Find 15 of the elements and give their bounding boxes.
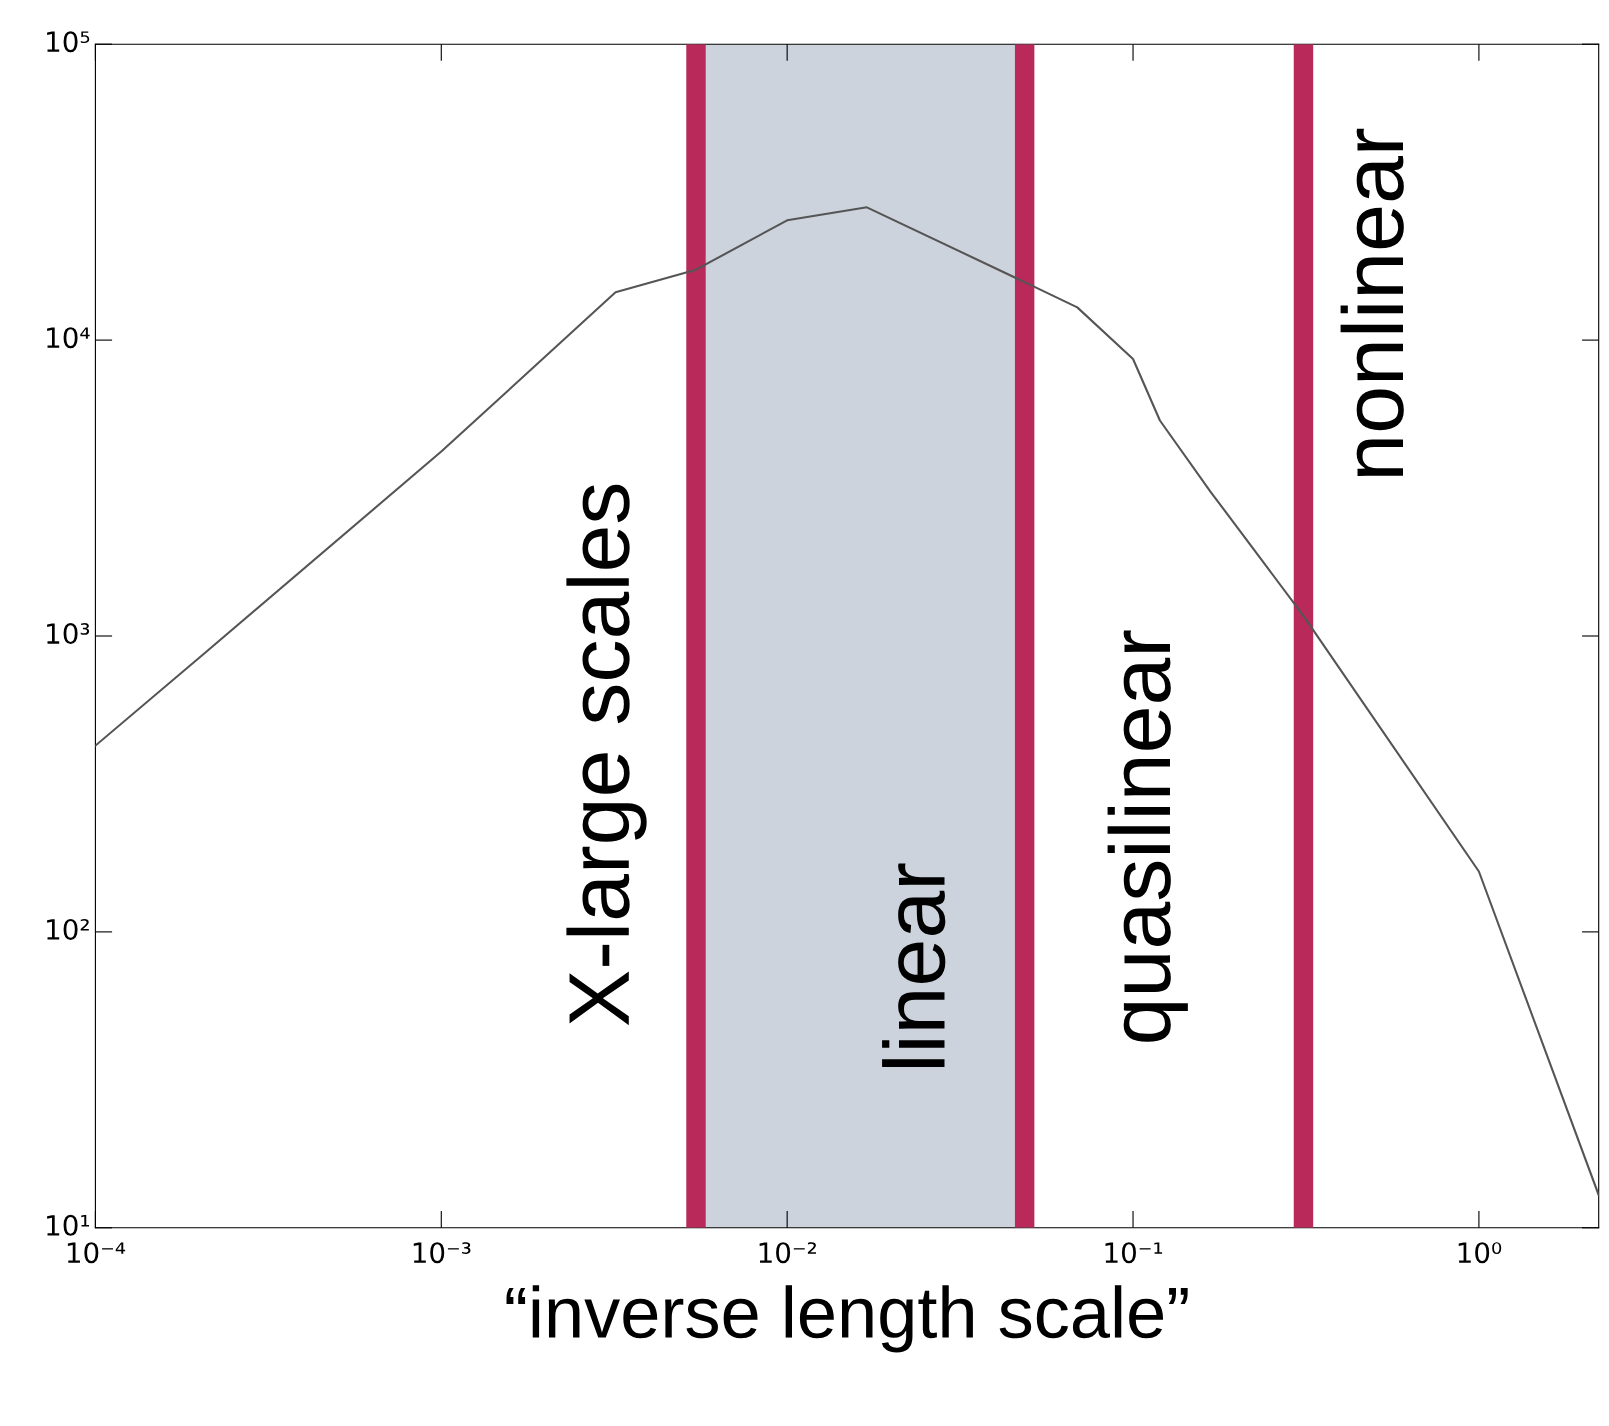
x-tick-label: 10⁻¹ [1105, 1242, 1163, 1264]
x-axis-title: “inverse length scale” [506, 1285, 1188, 1353]
y-tick-label: 10⁴ [47, 327, 90, 349]
x-tick-label: 10⁻² [759, 1242, 816, 1264]
y-tick-label: 10⁵ [47, 31, 90, 53]
x-tick-label: 10⁻⁴ [67, 1242, 126, 1264]
y-tick-label: 10³ [47, 623, 90, 645]
annotation: X-large scales [566, 484, 647, 1026]
y-tick-label: 10² [47, 918, 89, 940]
annotation: linear [882, 863, 946, 1067]
x-tick-label: 10⁰ [1458, 1242, 1502, 1264]
y-tick-label: 10¹ [47, 1214, 90, 1236]
annotation: quasilinear [1107, 630, 1188, 1042]
x-tick-label: 10⁻³ [413, 1242, 471, 1264]
annotation: nonlinear [1340, 128, 1404, 476]
